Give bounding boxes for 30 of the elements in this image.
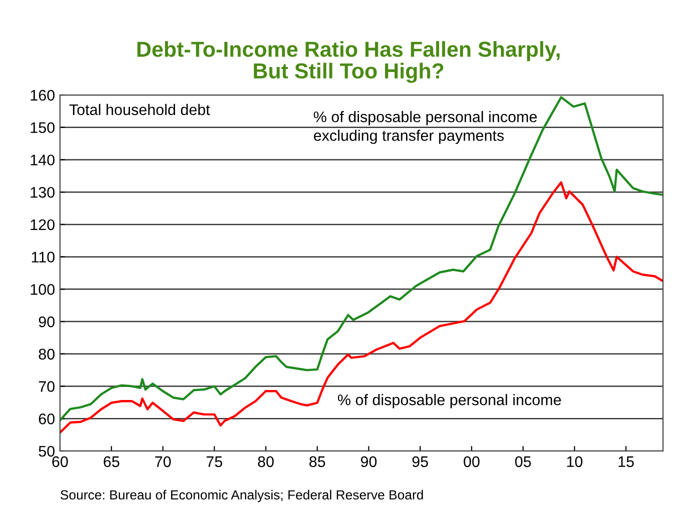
y-tick-label: 60 — [38, 414, 55, 424]
x-tick-label: 95 — [412, 456, 428, 468]
x-tick-label: 70 — [155, 456, 171, 468]
x-tick-label: 90 — [360, 456, 377, 468]
series-label: % of disposable personal income — [338, 394, 561, 408]
y-tick-label: 80 — [38, 348, 55, 360]
y-tick-label: 100 — [30, 284, 55, 295]
x-tick-label: 10 — [567, 456, 582, 468]
y-tick-label: 150 — [30, 122, 55, 134]
y-tick-label: 70 — [38, 381, 55, 392]
x-tick-label: 60 — [52, 456, 68, 468]
x-tick-label: 00 — [464, 456, 480, 468]
y-tick-label: 140 — [30, 154, 55, 166]
y-tick-label: 50 — [38, 446, 55, 457]
y-tick-label: 130 — [30, 186, 55, 198]
x-tick-label: 15 — [618, 456, 634, 468]
y-tick-label: 160 — [30, 90, 55, 101]
chart-title: Debt-To-Income Ratio Has Fallen Sharply, But Still Too High? — [137, 41, 560, 83]
annotation: Total household debt — [69, 104, 210, 116]
x-tick-label: 65 — [104, 456, 120, 468]
source-note: Source: Bureau of Economic Analysis; Federal Reserve Board — [60, 490, 423, 502]
x-tick-label: 75 — [206, 456, 222, 468]
x-tick-label: 85 — [309, 456, 326, 468]
x-tick-label: 05 — [515, 456, 531, 468]
x-tick-label: 80 — [258, 456, 274, 468]
line-series — [60, 181, 663, 434]
y-tick-label: 120 — [30, 219, 55, 230]
y-tick-label: 90 — [38, 316, 55, 328]
series-label: % of disposable personal income excluding transfer payments — [314, 111, 537, 144]
y-tick-label: 110 — [32, 252, 55, 263]
